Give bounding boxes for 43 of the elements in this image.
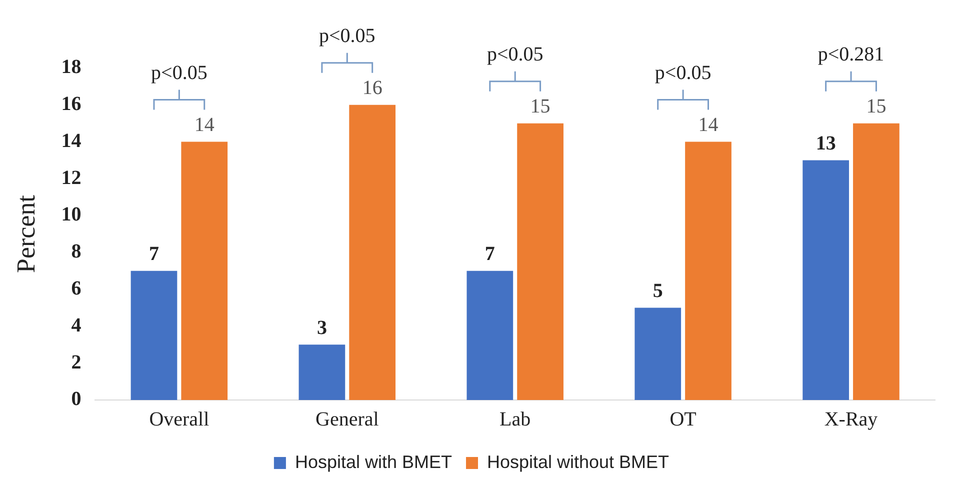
- bar: [685, 142, 732, 400]
- data-label: 15: [866, 96, 886, 118]
- x-tick-label: OT: [670, 408, 696, 430]
- data-label: 13: [816, 132, 836, 154]
- y-tick-label: 16: [61, 93, 82, 116]
- bar: [181, 142, 228, 400]
- data-label: 15: [530, 96, 550, 118]
- data-label: 5: [652, 280, 663, 302]
- bar: [298, 344, 346, 400]
- x-tick-label: X-Ray: [824, 408, 878, 430]
- legend-label: Hospital with BMET: [294, 452, 452, 472]
- x-tick-label: Lab: [500, 408, 531, 430]
- y-tick-label: 14: [61, 130, 82, 152]
- y-tick-label: 4: [71, 314, 82, 336]
- y-tick-label: 12: [61, 166, 82, 189]
- bar: [130, 270, 178, 400]
- y-tick-label: 0: [71, 388, 82, 410]
- data-label: 14: [194, 114, 214, 136]
- x-tick-label: General: [315, 408, 380, 430]
- data-label: 7: [484, 243, 495, 266]
- data-label: 7: [148, 243, 159, 266]
- y-tick-label: 10: [61, 204, 82, 226]
- bar: [634, 308, 682, 400]
- annotation: p<0.05: [654, 62, 712, 84]
- data-label: 14: [698, 114, 718, 136]
- legend-label: Hospital without BMET: [486, 452, 670, 472]
- y-tick-label: 6: [71, 278, 82, 300]
- bar: [802, 160, 850, 400]
- data-label: 3: [316, 316, 327, 339]
- text: p<0.281: [818, 44, 884, 66]
- y-axis-title: Percent: [11, 194, 40, 273]
- y-tick-label: 2: [71, 351, 82, 374]
- bar: [466, 270, 514, 400]
- annotation: p<0.05: [151, 62, 208, 84]
- data-label: 16: [362, 77, 382, 100]
- y-tick-label: 8: [71, 240, 82, 263]
- y-tick-label: 18: [61, 56, 82, 78]
- text: p<0.05: [486, 44, 544, 66]
- bar: [853, 123, 900, 400]
- bar: [349, 104, 396, 400]
- text: p<0.05: [319, 25, 376, 48]
- x-tick-label: Overall: [149, 408, 210, 430]
- bar: [517, 123, 564, 400]
